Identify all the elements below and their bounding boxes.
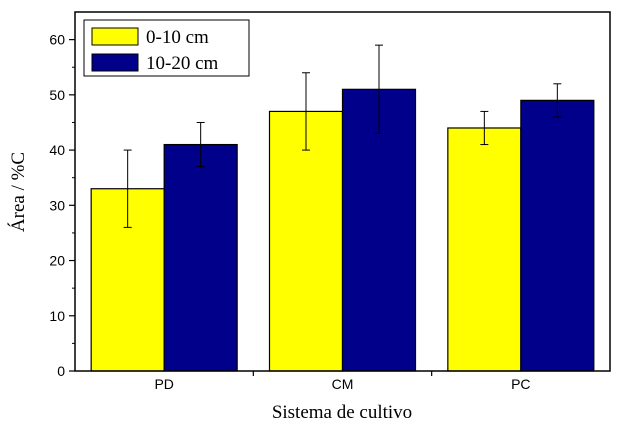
y-axis-ticks: 0 10 20 30 40 50 60 [49, 32, 75, 379]
error-bar [375, 44, 383, 135]
y-axis-title: Área / %C [7, 152, 29, 232]
y-tick-label: 10 [49, 308, 65, 324]
y-tick-label: 60 [49, 32, 65, 48]
bar-pd-1020cm [163, 143, 238, 372]
y-tick-label: 30 [49, 197, 65, 213]
y-tick-label: 50 [49, 87, 65, 103]
y-tick-label: 40 [49, 142, 65, 158]
error-bar [123, 149, 132, 228]
x-tick-label-pc: PC [511, 376, 530, 392]
error-bar [553, 83, 562, 118]
y-tick-label: 0 [57, 363, 65, 379]
error-bar [302, 72, 310, 151]
legend: 0-10 cm 10-20 cm [83, 19, 250, 77]
bar-pc-1020cm [520, 99, 595, 372]
plot-frame [74, 11, 611, 372]
legend-swatch-10-20cm [91, 53, 139, 72]
legend-label-10-20cm: 10-20 cm [146, 53, 219, 74]
legend-label-0-10cm: 0-10 cm [146, 27, 209, 48]
error-bar [196, 121, 205, 168]
x-axis-title: Sistema de cultivo [272, 402, 412, 423]
bar-pc-010cm [447, 127, 522, 372]
legend-swatch-0-10cm [91, 27, 139, 46]
x-tick-label-pd: PD [154, 376, 173, 392]
axes-layer [74, 11, 611, 372]
error-bar [480, 110, 489, 146]
x-tick-label-cm: CM [332, 376, 354, 392]
y-tick-label: 20 [49, 253, 65, 269]
x-axis-ticks: PD CM PC [154, 371, 531, 392]
bars-layer [90, 44, 595, 372]
